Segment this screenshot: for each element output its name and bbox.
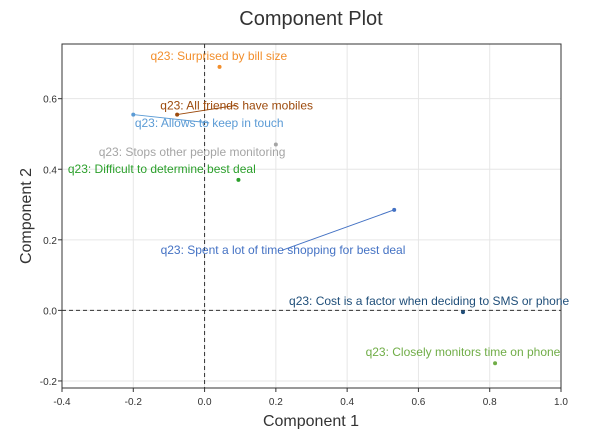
- data-point-0: [217, 64, 222, 69]
- x-axis-ticks: -0.4 -0.2 0.0 0.2 0.4 0.6 0.8 1.0: [53, 388, 568, 408]
- x-tick-label-0: -0.4: [53, 397, 71, 408]
- y-tick-label-3: 0.4: [43, 165, 57, 176]
- point-label-5: q23: Spent a lot of time shopping for be…: [161, 243, 406, 257]
- data-point-4: [236, 177, 241, 182]
- point-label-6: q23: Cost is a factor when deciding to S…: [289, 294, 569, 308]
- x-tick-label-3: 0.2: [269, 397, 283, 408]
- data-point-3: [273, 142, 278, 147]
- data-point-2: [131, 112, 136, 117]
- data-point-1: [175, 112, 180, 117]
- leader-line-5: [282, 209, 395, 251]
- plot-frame: [61, 43, 562, 389]
- point-label-3: q23: Stops other people monitoring: [99, 145, 286, 159]
- x-tick-label-5: 0.6: [411, 397, 425, 408]
- y-tick-label-4: 0.6: [43, 95, 57, 106]
- x-axis-label: Component 1: [263, 413, 359, 429]
- y-axis-ticks: -0.2 0.0 0.2 0.4 0.6: [40, 95, 62, 388]
- x-tick-label-2: 0.0: [198, 397, 212, 408]
- point-label-1: q23: All friends have mobiles: [160, 98, 313, 112]
- y-axis-label: Component 2: [18, 168, 35, 264]
- x-tick-label-1: -0.2: [125, 397, 143, 408]
- y-tick-label-1: 0.0: [43, 306, 57, 317]
- point-label-4: q23: Difficult to determine best deal: [68, 162, 256, 176]
- y-tick-label-0: -0.2: [40, 377, 58, 388]
- leader-line-1: [177, 104, 237, 116]
- data-point-7: [493, 361, 498, 366]
- point-label-0: q23: Surprised by bill size: [150, 49, 287, 63]
- grid: [61, 44, 562, 388]
- data-points: q23: Surprised by bill size q23: All frie…: [68, 49, 570, 366]
- x-tick-label-7: 1.0: [554, 397, 568, 408]
- leader-line-2: [133, 114, 210, 124]
- data-point-5: [392, 207, 397, 212]
- data-point-6: [460, 310, 465, 315]
- x-tick-label-4: 0.4: [340, 397, 354, 408]
- point-label-7: q23: Closely monitors time on phone: [366, 345, 561, 359]
- y-tick-label-2: 0.2: [43, 236, 57, 247]
- x-tick-label-6: 0.8: [483, 397, 497, 408]
- reference-lines: [62, 44, 561, 388]
- point-label-2: q23: Allows to keep in touch: [135, 116, 284, 130]
- chart-title: Component Plot: [239, 8, 383, 30]
